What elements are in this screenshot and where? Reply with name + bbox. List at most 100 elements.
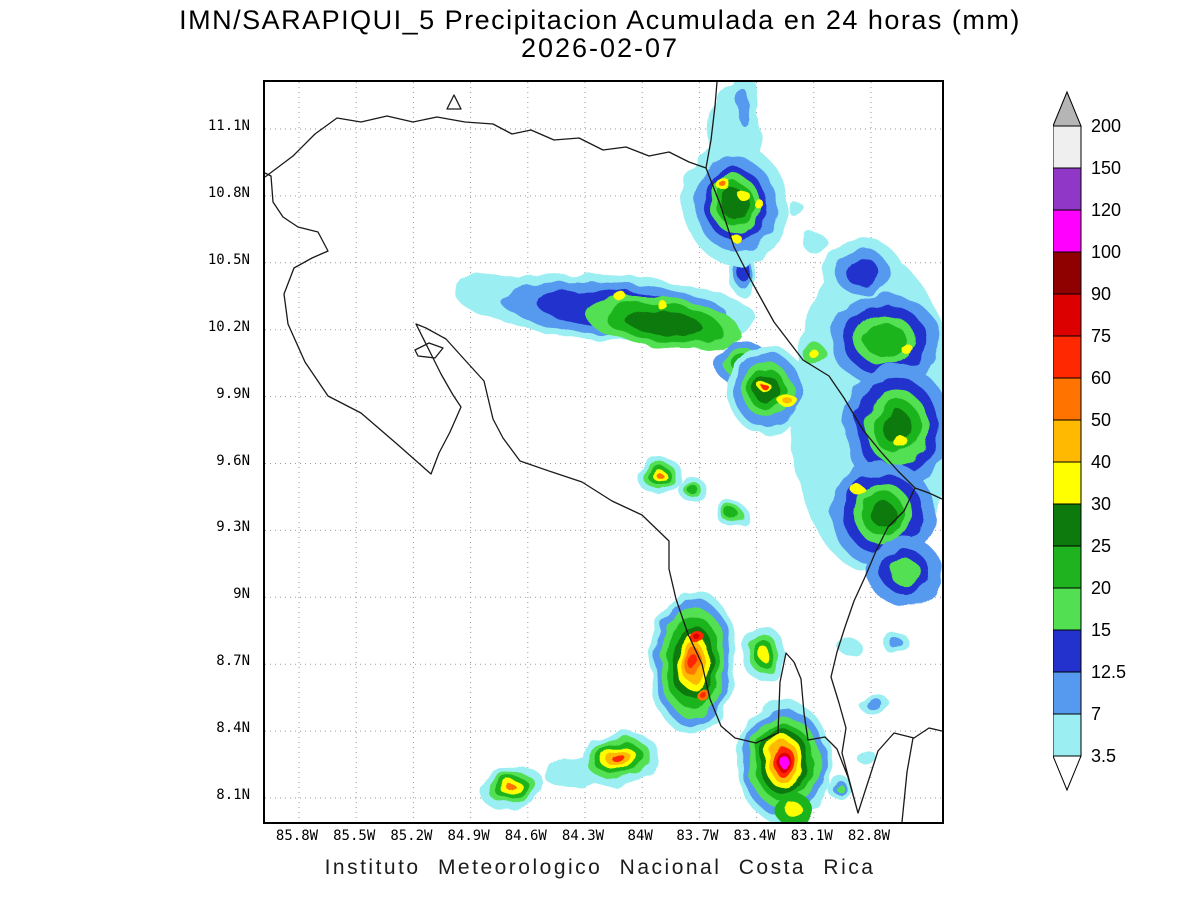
- precip-cell: [778, 393, 796, 407]
- x-tick-label: 84W: [627, 828, 653, 844]
- precip-cell: [742, 627, 786, 681]
- colorbar-segment: [1053, 335, 1082, 379]
- colorbar-label: 7: [1091, 704, 1101, 724]
- colorbar-segment: [1053, 587, 1082, 631]
- colorbar-segment: [1053, 377, 1082, 421]
- precip-cell: [736, 189, 748, 199]
- x-tick-label: 82.8W: [847, 828, 891, 844]
- precip-cell: [579, 732, 659, 786]
- precip-cell: [858, 750, 876, 766]
- colorbar-label: 150: [1091, 158, 1121, 178]
- colorbar-segment: [1053, 125, 1082, 169]
- x-tick-label: 84.3W: [561, 828, 605, 844]
- panama-coast-path: [857, 727, 942, 822]
- y-tick-label: 9N: [233, 586, 250, 603]
- y-tick-label: 8.1N: [216, 787, 250, 803]
- colorbar-label: 20: [1091, 578, 1111, 598]
- colorbar-segment: [1053, 671, 1082, 715]
- precip-cell: [801, 344, 827, 364]
- precip-cell: [827, 777, 853, 799]
- precip-cell: [896, 438, 910, 450]
- precip-cell: [732, 235, 742, 243]
- colorbar-label: 120: [1091, 200, 1121, 220]
- colorbar-segment: [1053, 209, 1082, 253]
- precip-cell: [730, 82, 758, 148]
- x-tick-label: 84.9W: [447, 828, 490, 844]
- lake-island-path: [446, 94, 462, 110]
- y-tick-label: 9.3N: [216, 519, 250, 536]
- colorbar-segment: [1053, 461, 1082, 505]
- colorbar-label: 100: [1091, 242, 1121, 262]
- precip-cell: [789, 203, 805, 217]
- precip-cell: [860, 692, 888, 716]
- precip-cell: [829, 294, 941, 386]
- precip-cell: [852, 486, 866, 496]
- precip-cell: [882, 631, 908, 653]
- y-tick-label: 11.1N: [207, 118, 250, 134]
- colorbar-segment: [1053, 713, 1082, 757]
- colorbar-label: 3.5: [1091, 746, 1116, 766]
- colorbar-label: 90: [1091, 284, 1111, 304]
- precip-cell: [839, 638, 861, 656]
- colorbar-top-arrow: [1053, 90, 1082, 127]
- colorbar-label: 12.5: [1091, 662, 1126, 682]
- precip-cell: [682, 142, 788, 266]
- x-tick-label: 85.8W: [275, 828, 319, 844]
- precip-cell: [802, 232, 826, 252]
- isla-chira-path: [414, 342, 444, 359]
- colorbar-segment: [1053, 545, 1082, 589]
- colorbar-segment: [1053, 293, 1082, 337]
- precip-cell: [775, 794, 813, 822]
- colorbar-bottom-arrow: [1053, 755, 1082, 792]
- colorbar-label: 60: [1091, 368, 1111, 388]
- y-tick-label: 10.2N: [207, 318, 250, 335]
- y-tick-label: 10.8N: [207, 184, 250, 201]
- nicaragua-border-lake-path: [265, 82, 718, 178]
- colorbar-label: 200: [1091, 116, 1121, 136]
- precip-cell: [649, 590, 737, 734]
- colorbar-segment: [1053, 503, 1082, 547]
- date-label: 2026-02-07: [520, 33, 680, 63]
- precip-cell: [737, 700, 831, 822]
- colorbar-label: 50: [1091, 410, 1111, 430]
- x-tick-label: 84.6W: [504, 828, 547, 844]
- y-tick-label: 8.7N: [216, 653, 250, 670]
- colorbar-label: 40: [1091, 452, 1111, 472]
- colorbar-legend: 200 150 120 100 90 75 60 50 40 30 25 20 15 12.5 7 3.5: [1053, 90, 1126, 792]
- x-tick-label: 83.7W: [676, 828, 719, 844]
- precip-cell: [480, 766, 544, 810]
- precip-cell: [585, 296, 741, 350]
- footer-text: Instituto Meteorologico Nacional Costa R…: [324, 856, 876, 879]
- y-tick-label: 9.6N: [216, 452, 250, 469]
- colorbar-segment: [1053, 251, 1082, 295]
- colorbar-label: 75: [1091, 326, 1111, 346]
- precip-cell: [822, 239, 902, 305]
- precip-cell: [867, 538, 942, 606]
- colorbar-label: 15: [1091, 620, 1111, 640]
- precipitation-map-svg: [265, 82, 942, 822]
- y-tick-label: 10.5N: [207, 251, 250, 268]
- x-tick-label: 83.1W: [790, 828, 833, 844]
- precip-cell: [717, 501, 747, 527]
- precip-cell: [717, 179, 731, 191]
- page-title: IMN/SARAPIQUI_5 Precipitacion Acumulada …: [179, 5, 1021, 35]
- coastline-layer: [265, 82, 942, 822]
- precip-cell: [691, 632, 705, 644]
- precip-cell: [753, 199, 763, 207]
- precip-cell: [637, 457, 683, 495]
- colorbar-segment: [1053, 167, 1082, 211]
- precip-cell: [759, 382, 771, 392]
- y-tick-label: 9.9N: [216, 385, 250, 402]
- precip-cell: [679, 478, 707, 502]
- x-tick-label: 85.2W: [390, 828, 433, 844]
- precipitation-layer: [454, 82, 942, 822]
- x-tick-label: 83.4W: [733, 828, 776, 844]
- x-tick-label: 85.5W: [333, 828, 376, 844]
- precip-cell: [696, 688, 708, 700]
- map-plot: [263, 80, 944, 824]
- precip-cell: [901, 344, 913, 354]
- precip-cell: [616, 293, 628, 303]
- y-tick-label: 8.4N: [216, 720, 250, 737]
- precip-cell: [843, 364, 942, 490]
